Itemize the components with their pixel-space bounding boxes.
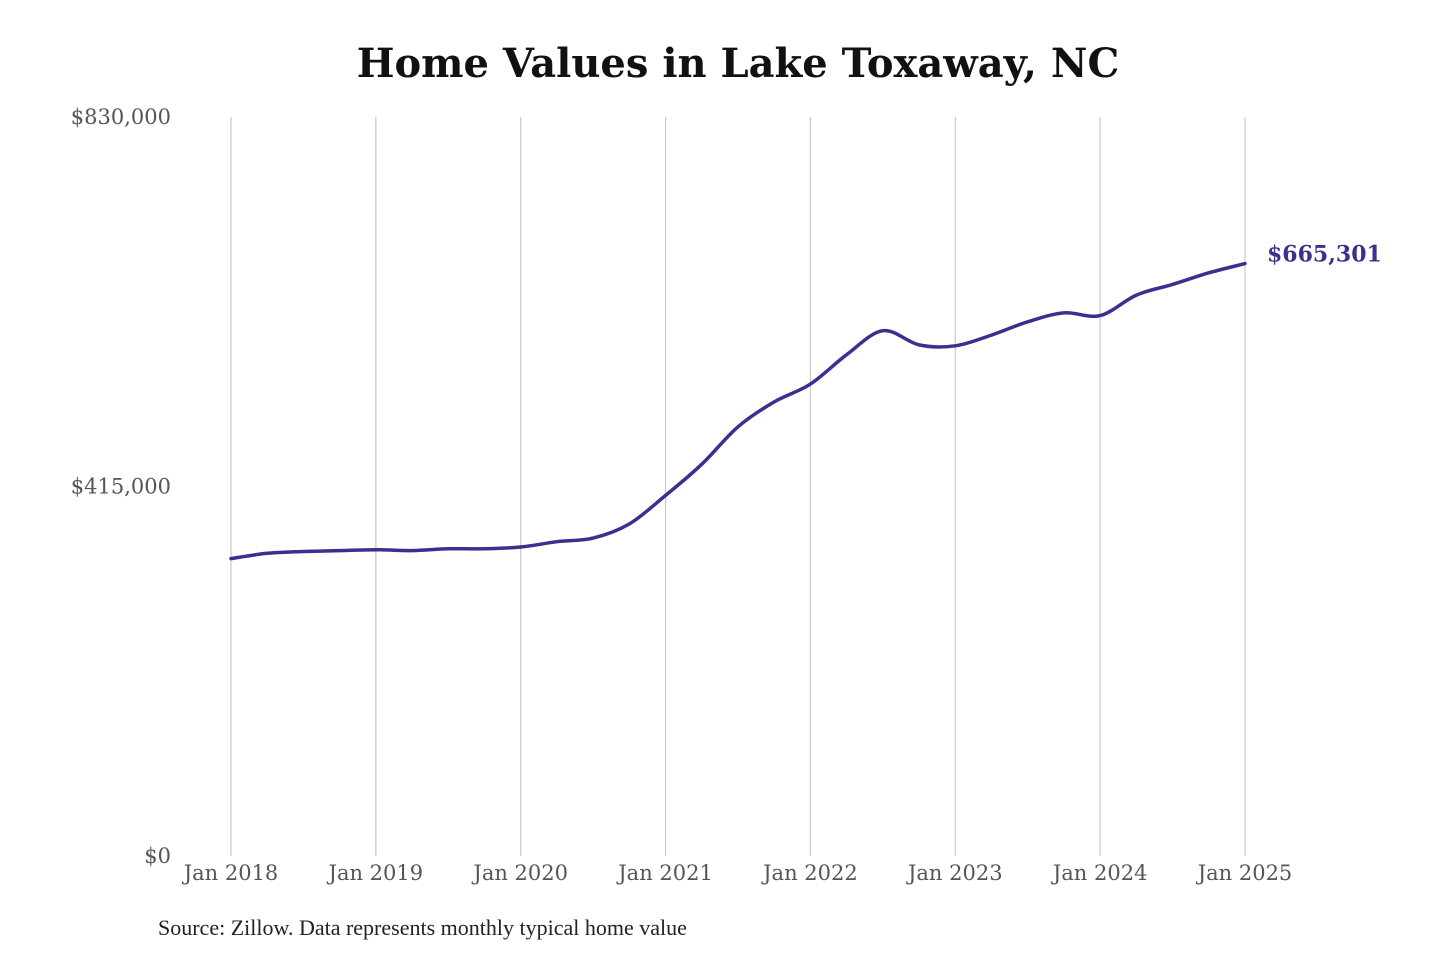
grid-layer [230, 117, 1246, 856]
x-axis: Jan 2018 Jan 2019 Jan 2020 Jan 2021 Jan 2022… [182, 861, 1293, 885]
series-layer [229, 261, 1247, 561]
end-value-label: $665,301 [1267, 242, 1382, 268]
x-tick-label: Jan 2018 [182, 861, 279, 885]
y-axis: $0 $415,000 $830,000 [71, 105, 171, 868]
y-tick-label: $415,000 [71, 475, 171, 499]
y-tick-label: $830,000 [71, 105, 171, 129]
source-note: Source: Zillow. Data represents monthly … [158, 915, 687, 940]
y-tick-label: $0 [144, 844, 171, 868]
x-tick-label: Jan 2023 [906, 861, 1003, 885]
x-tick-label: Jan 2021 [616, 861, 713, 885]
x-tick-label: Jan 2019 [327, 861, 424, 885]
x-tick-label: Jan 2024 [1051, 861, 1148, 885]
chart-title: Home Values in Lake Toxaway, NC [356, 40, 1120, 87]
home-value-line [229, 261, 1247, 561]
x-tick-label: Jan 2025 [1196, 861, 1293, 885]
x-tick-label: Jan 2020 [471, 861, 568, 885]
x-tick-label: Jan 2022 [761, 861, 858, 885]
